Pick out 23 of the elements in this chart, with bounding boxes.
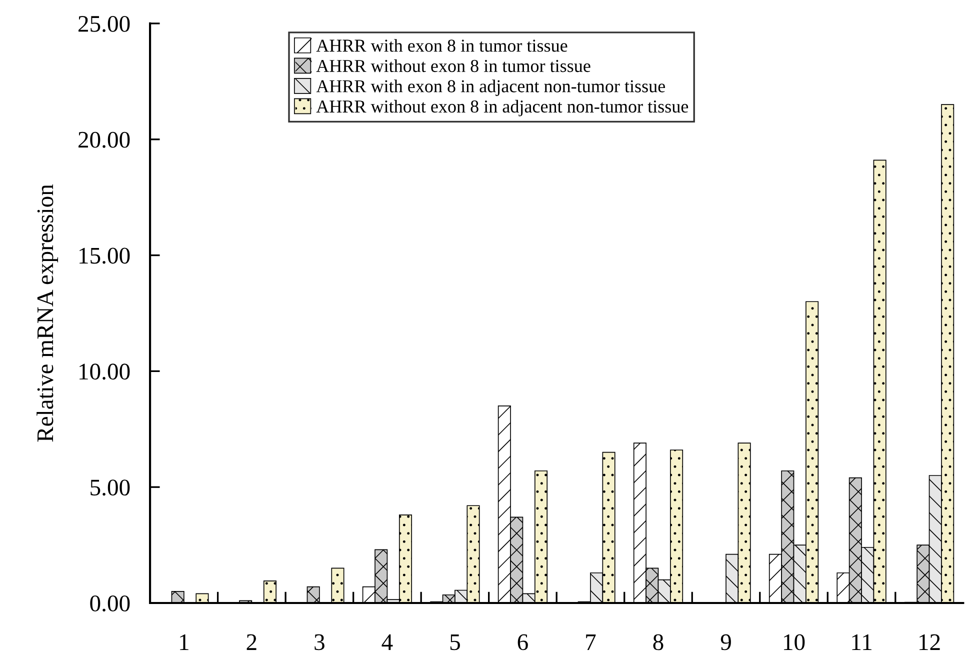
- y-tick-label: 0.00: [90, 595, 130, 612]
- legend-label: AHRR with exon 8 in tumor tissue: [316, 39, 568, 52]
- x-tick-label: 6: [518, 634, 528, 650]
- x-tick-label: 10: [784, 634, 805, 650]
- y-tick-label: 10.00: [80, 364, 130, 380]
- legend-label: AHRR with exon 8 in adjacent non-tumor tissue: [316, 80, 665, 96]
- y-tick-label: 20.00: [78, 132, 130, 148]
- y-tick-label: 25.00: [78, 16, 130, 32]
- x-tick-label: 11: [852, 634, 872, 650]
- legend-label: AHRR without exon 8 in adjacent non-tumor tissue: [316, 100, 688, 116]
- x-tick-label: 4: [382, 634, 393, 650]
- y-axis-title: Relative mRNA expression: [36, 184, 58, 442]
- y-tick-label: 5.00: [90, 480, 130, 496]
- x-tick-label: 3: [314, 634, 324, 650]
- x-tick-label: 2: [246, 634, 256, 650]
- x-tick-label: 12: [920, 634, 940, 650]
- x-tick-label: 5: [450, 634, 460, 650]
- x-tick-label: 1: [180, 634, 188, 650]
- x-tick-label: 7: [586, 634, 596, 650]
- legend-label: AHRR without exon 8 in tumor tissue: [316, 59, 590, 72]
- x-tick-label: 9: [720, 634, 731, 650]
- x-tick-label: 8: [653, 634, 664, 650]
- y-tick-label: 15.00: [80, 248, 130, 264]
